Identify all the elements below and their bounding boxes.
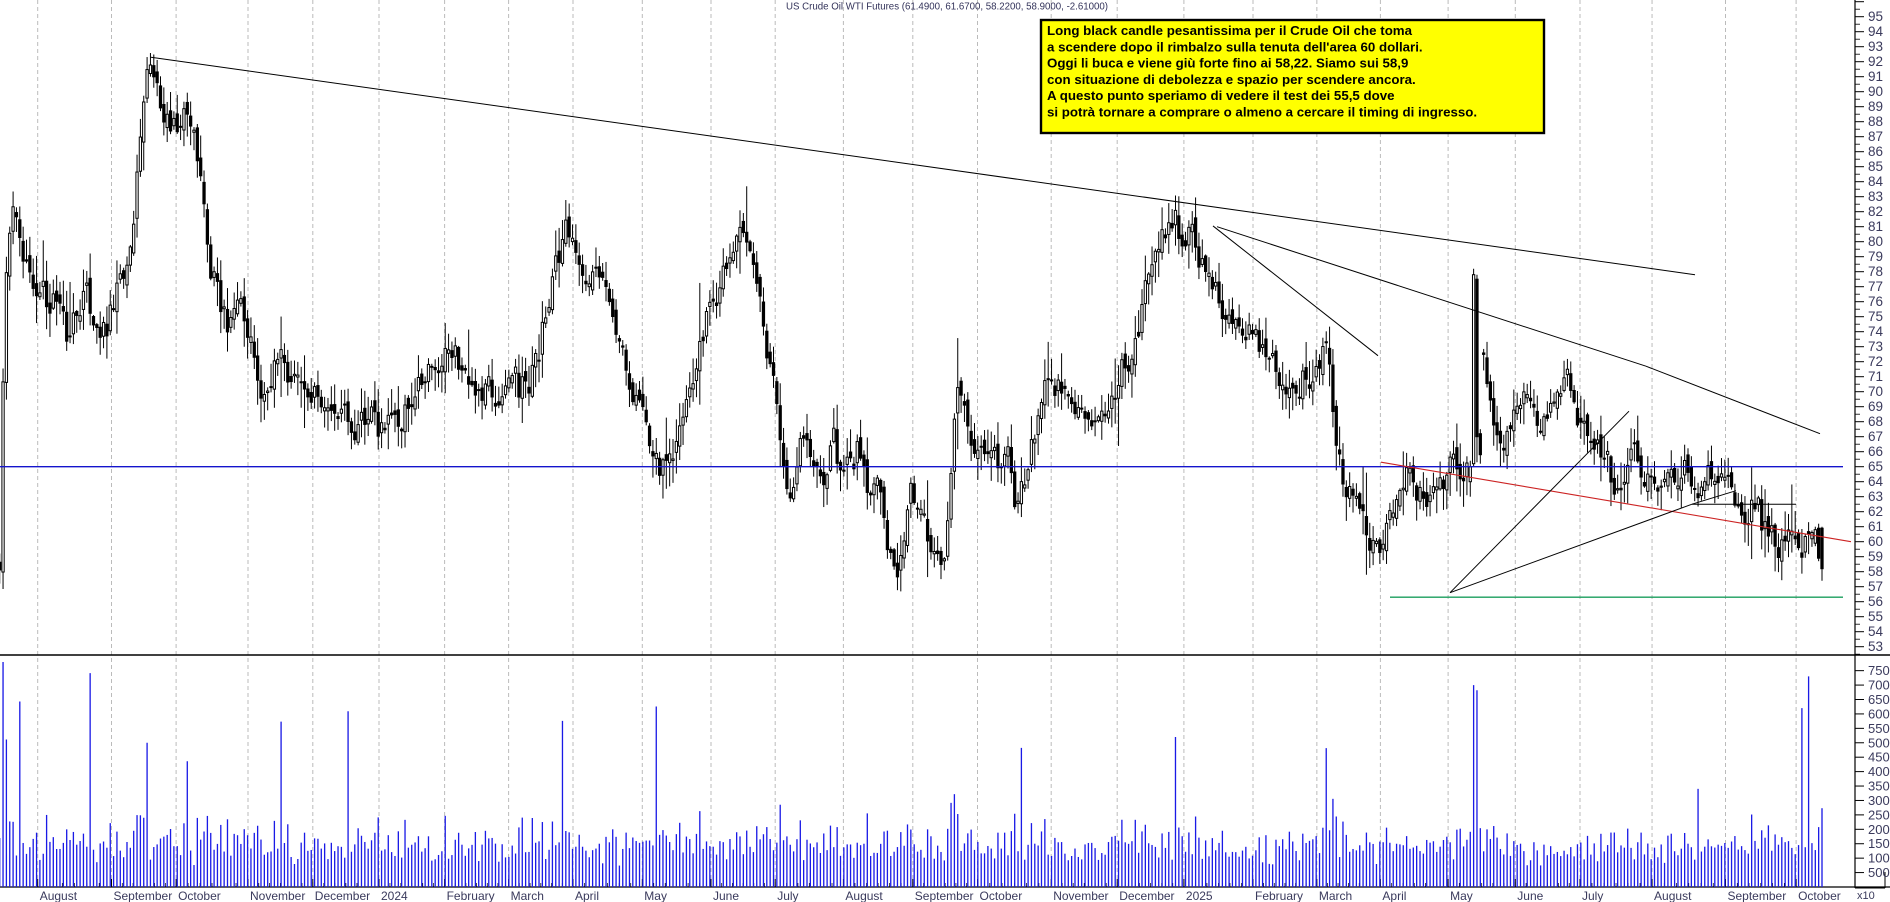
svg-text:November: November bbox=[1053, 889, 1108, 902]
svg-text:64: 64 bbox=[1868, 474, 1884, 489]
svg-text:59: 59 bbox=[1868, 549, 1883, 564]
svg-text:December: December bbox=[1119, 889, 1174, 902]
svg-text:55000: 55000 bbox=[1868, 721, 1890, 736]
svg-text:45000: 45000 bbox=[1868, 750, 1890, 765]
svg-text:68: 68 bbox=[1868, 414, 1883, 429]
svg-text:20000: 20000 bbox=[1868, 822, 1890, 837]
svg-text:91: 91 bbox=[1868, 69, 1883, 84]
svg-text:March: March bbox=[1319, 889, 1352, 902]
svg-text:53: 53 bbox=[1868, 639, 1883, 654]
svg-text:November: November bbox=[250, 889, 305, 902]
svg-text:15000: 15000 bbox=[1868, 836, 1890, 851]
svg-text:25000: 25000 bbox=[1868, 807, 1890, 822]
svg-text:63: 63 bbox=[1868, 489, 1883, 504]
svg-text:73: 73 bbox=[1868, 339, 1883, 354]
svg-text:x10: x10 bbox=[1857, 890, 1875, 902]
svg-text:82: 82 bbox=[1868, 204, 1883, 219]
svg-text:84: 84 bbox=[1868, 174, 1884, 189]
svg-text:April: April bbox=[1382, 889, 1406, 902]
svg-text:May: May bbox=[1450, 889, 1473, 902]
svg-text:June: June bbox=[713, 889, 739, 902]
svg-text:71: 71 bbox=[1868, 369, 1883, 384]
svg-text:54: 54 bbox=[1868, 624, 1884, 639]
svg-text:35000: 35000 bbox=[1868, 779, 1890, 794]
svg-text:79: 79 bbox=[1868, 249, 1883, 264]
svg-text:78: 78 bbox=[1868, 264, 1883, 279]
svg-text:72: 72 bbox=[1868, 354, 1883, 369]
svg-text:92: 92 bbox=[1868, 54, 1883, 69]
svg-text:65: 65 bbox=[1868, 459, 1883, 474]
svg-text:A questo punto speriamo di ved: A questo punto speriamo di vedere il tes… bbox=[1047, 88, 1395, 103]
svg-text:2024: 2024 bbox=[381, 889, 408, 902]
svg-text:a scendere dopo il rimbalzo su: a scendere dopo il rimbalzo sulla tenuta… bbox=[1047, 39, 1423, 54]
svg-text:10000: 10000 bbox=[1868, 851, 1890, 866]
svg-text:March: March bbox=[511, 889, 544, 902]
svg-text:August: August bbox=[40, 889, 78, 902]
svg-text:77: 77 bbox=[1868, 279, 1883, 294]
svg-text:October: October bbox=[178, 889, 221, 902]
svg-text:Oggi li buca e viene giù forte: Oggi li buca e viene giù forte fino ai 5… bbox=[1047, 56, 1408, 71]
svg-text:65000: 65000 bbox=[1868, 692, 1890, 707]
svg-text:95: 95 bbox=[1868, 9, 1883, 24]
svg-text:55: 55 bbox=[1868, 609, 1883, 624]
svg-text:88: 88 bbox=[1868, 114, 1883, 129]
svg-text:87: 87 bbox=[1868, 129, 1883, 144]
svg-text:December: December bbox=[315, 889, 370, 902]
svg-text:February: February bbox=[1255, 889, 1303, 902]
svg-text:81: 81 bbox=[1868, 219, 1883, 234]
svg-text:93: 93 bbox=[1868, 39, 1883, 54]
svg-text:76: 76 bbox=[1868, 294, 1883, 309]
svg-text:86: 86 bbox=[1868, 144, 1883, 159]
svg-text:60000: 60000 bbox=[1868, 706, 1890, 721]
svg-text:September: September bbox=[915, 889, 974, 902]
svg-text:69: 69 bbox=[1868, 399, 1883, 414]
svg-text:56: 56 bbox=[1868, 594, 1883, 609]
svg-text:50000: 50000 bbox=[1868, 735, 1890, 750]
svg-text:February: February bbox=[447, 889, 495, 902]
svg-text:62: 62 bbox=[1868, 504, 1883, 519]
svg-text:85: 85 bbox=[1868, 159, 1883, 174]
svg-text:90: 90 bbox=[1868, 84, 1883, 99]
svg-text:US Crude Oil WTI Futures (61.4: US Crude Oil WTI Futures (61.4900, 61.67… bbox=[786, 2, 1108, 13]
svg-text:con situazione di debolezza e: con situazione di debolezza e spazio per… bbox=[1047, 72, 1416, 87]
svg-text:July: July bbox=[777, 889, 798, 902]
svg-text:75: 75 bbox=[1868, 309, 1883, 324]
svg-text:58: 58 bbox=[1868, 564, 1883, 579]
svg-text:September: September bbox=[1728, 889, 1787, 902]
svg-text:60: 60 bbox=[1868, 534, 1883, 549]
svg-text:August: August bbox=[845, 889, 883, 902]
svg-text:2025: 2025 bbox=[1186, 889, 1213, 902]
svg-text:83: 83 bbox=[1868, 189, 1883, 204]
svg-text:June: June bbox=[1517, 889, 1543, 902]
svg-text:75000: 75000 bbox=[1868, 663, 1890, 678]
svg-text:66: 66 bbox=[1868, 444, 1883, 459]
svg-text:July: July bbox=[1582, 889, 1603, 902]
svg-text:70000: 70000 bbox=[1868, 678, 1890, 693]
svg-text:September: September bbox=[114, 889, 173, 902]
svg-text:40000: 40000 bbox=[1868, 764, 1890, 779]
svg-text:74: 74 bbox=[1868, 324, 1884, 339]
svg-text:May: May bbox=[644, 889, 667, 902]
svg-text:Long black candle pesantissima: Long black candle pesantissima per il Cr… bbox=[1047, 23, 1413, 38]
svg-text:94: 94 bbox=[1868, 24, 1884, 39]
svg-text:5000: 5000 bbox=[1868, 865, 1890, 880]
svg-text:89: 89 bbox=[1868, 99, 1883, 114]
svg-text:October: October bbox=[980, 889, 1023, 902]
svg-text:30000: 30000 bbox=[1868, 793, 1890, 808]
svg-text:57: 57 bbox=[1868, 579, 1883, 594]
svg-text:61: 61 bbox=[1868, 519, 1883, 534]
svg-text:67: 67 bbox=[1868, 429, 1883, 444]
svg-text:70: 70 bbox=[1868, 384, 1883, 399]
svg-text:August: August bbox=[1654, 889, 1692, 902]
svg-text:October: October bbox=[1798, 889, 1841, 902]
svg-text:April: April bbox=[575, 889, 599, 902]
svg-text:si potrà tornare a comprare o: si potrà tornare a comprare o almeno a c… bbox=[1047, 105, 1477, 120]
svg-text:80: 80 bbox=[1868, 234, 1883, 249]
